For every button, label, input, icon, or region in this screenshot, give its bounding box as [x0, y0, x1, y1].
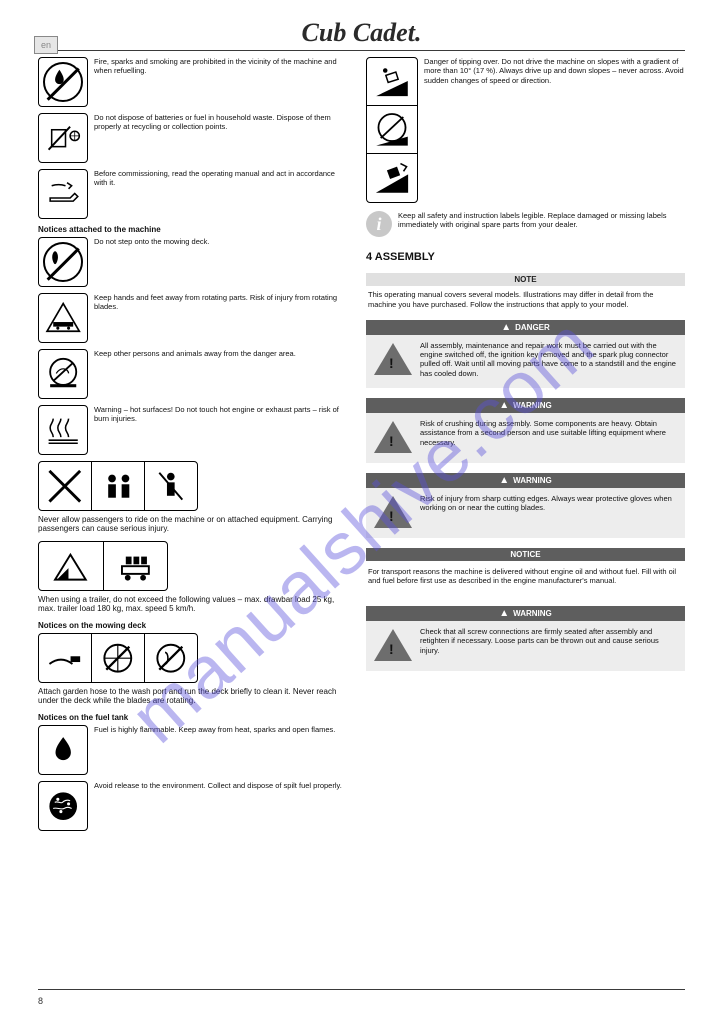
alert-block: ▲ WARNING Check that all screw connection…: [366, 606, 685, 671]
subheading: Notices on the fuel tank: [38, 713, 348, 722]
header-rule: [38, 50, 685, 51]
icon-row: Fuel is highly flammable. Keep away from…: [38, 725, 348, 775]
brand-logo: Cub Cadet.: [38, 18, 685, 48]
caution-triangle-icon: ▲: [501, 322, 511, 333]
icon-row: Avoid release to the environment. Collec…: [38, 781, 348, 831]
icon-text: Keep hands and feet away from rotating p…: [94, 293, 348, 312]
passenger-warning-strip: [38, 461, 198, 511]
warning-triangle-icon: [374, 629, 412, 661]
alert-title: WARNING: [513, 401, 552, 410]
icon-text: When using a trailer, do not exceed the …: [38, 595, 348, 613]
alert-title: DANGER: [515, 323, 550, 332]
read-manual-icon: [38, 169, 88, 219]
left-column: Fire, sparks and smoking are prohibited …: [38, 57, 348, 837]
icon-row: Keep other persons and animals away from…: [38, 349, 348, 399]
alert-band: NOTICE: [366, 548, 685, 561]
alert-band: ▲ WARNING: [366, 473, 685, 488]
alert-block: ▲ WARNING Risk of injury from sharp cutti…: [366, 473, 685, 538]
alert-text: Risk of crushing during assembly. Some c…: [420, 419, 677, 453]
icon-text: Never allow passengers to ride on the ma…: [38, 515, 348, 533]
icon-row: Before commissioning, read the operating…: [38, 169, 348, 219]
icon-text: Fire, sparks and smoking are prohibited …: [94, 57, 348, 76]
warning-triangle-icon: [374, 421, 412, 453]
footer-rule: [38, 989, 685, 990]
icon-text: Keep other persons and animals away from…: [94, 349, 296, 358]
icon-row: Do not step onto the mowing deck.: [38, 237, 348, 287]
icon-text: Danger of tipping over. Do not drive the…: [424, 57, 685, 85]
caution-triangle-icon: ▲: [499, 400, 509, 411]
icon-text: Attach garden hose to the wash port and …: [38, 687, 348, 705]
alert-text: Risk of injury from sharp cutting edges.…: [420, 494, 677, 528]
caution-triangle-icon: ▲: [499, 608, 509, 619]
icon-row: Do not dispose of batteries or fuel in h…: [38, 113, 348, 163]
alert-block: NOTICE For transport reasons the machine…: [366, 548, 685, 596]
environment-icon: [38, 781, 88, 831]
alert-title: WARNING: [513, 609, 552, 618]
caution-triangle-icon: ▲: [499, 475, 509, 486]
deck-wash-strip: [38, 633, 198, 683]
alert-band: ▲ WARNING: [366, 398, 685, 413]
alert-text: For transport reasons the machine is del…: [368, 567, 677, 586]
page-lang-tab: en: [34, 36, 58, 54]
alert-title: WARNING: [513, 476, 552, 485]
section-title: 4 ASSEMBLY: [366, 251, 685, 263]
warning-triangle-icon: [374, 496, 412, 528]
info-icon: i: [366, 211, 392, 237]
note-band: NOTE: [366, 273, 685, 286]
alert-block: ▲ WARNING Risk of crushing during assembl…: [366, 398, 685, 463]
note-text: This operating manual covers several mod…: [366, 286, 685, 310]
alert-block: ▲ DANGER All assembly, maintenance and re…: [366, 320, 685, 389]
subheading: Notices on the mowing deck: [38, 621, 348, 630]
icon-text: Avoid release to the environment. Collec…: [94, 781, 342, 790]
trailer-weight-strip: [38, 541, 168, 591]
blade-warning-icon: [38, 293, 88, 343]
no-step-icon: [38, 237, 88, 287]
no-waste-icon: [38, 113, 88, 163]
icon-text: Do not step onto the mowing deck.: [94, 237, 210, 246]
alert-band: ▲ WARNING: [366, 606, 685, 621]
no-pets-icon: [38, 349, 88, 399]
subheading: Notices attached to the machine: [38, 225, 348, 234]
alert-title: NOTICE: [510, 550, 540, 559]
alert-band: ▲ DANGER: [366, 320, 685, 335]
warning-triangle-icon: [374, 343, 412, 375]
slope-stack-icon: [366, 57, 418, 203]
icon-text: Before commissioning, read the operating…: [94, 169, 348, 188]
no-fire-icon: [38, 57, 88, 107]
page-number: 8: [38, 996, 43, 1006]
icon-row: Warning – hot surfaces! Do not touch hot…: [38, 405, 348, 455]
icon-row: Fire, sparks and smoking are prohibited …: [38, 57, 348, 107]
flammable-icon: [38, 725, 88, 775]
icon-text: Warning – hot surfaces! Do not touch hot…: [94, 405, 348, 424]
icon-text: Do not dispose of batteries or fuel in h…: [94, 113, 348, 132]
alert-text: All assembly, maintenance and repair wor…: [420, 341, 677, 379]
icon-text: Fuel is highly flammable. Keep away from…: [94, 725, 335, 734]
icon-row: Keep hands and feet away from rotating p…: [38, 293, 348, 343]
alert-text: Check that all screw connections are fir…: [420, 627, 677, 661]
hot-surface-icon: [38, 405, 88, 455]
info-text: Keep all safety and instruction labels l…: [398, 211, 685, 230]
right-column: Danger of tipping over. Do not drive the…: [366, 57, 685, 837]
